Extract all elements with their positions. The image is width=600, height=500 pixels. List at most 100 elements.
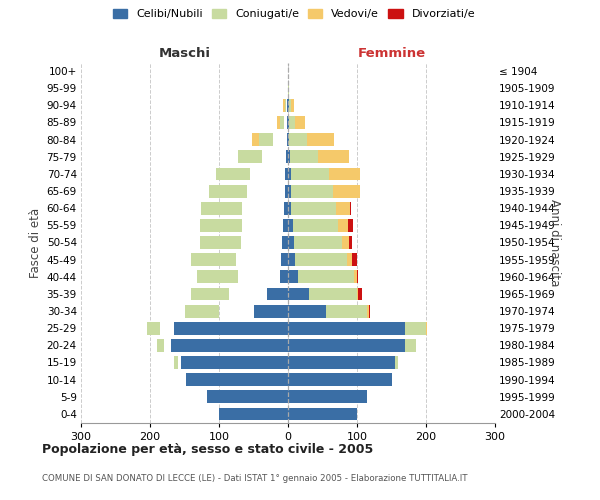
Bar	[326, 304, 367, 318]
Text: Femmine: Femmine	[358, 47, 425, 60]
Text: Maschi: Maschi	[158, 47, 211, 60]
Bar	[229, 253, 233, 266]
Bar	[347, 253, 352, 266]
Bar	[288, 304, 326, 318]
Bar	[219, 408, 288, 420]
Bar	[289, 99, 291, 112]
Bar	[288, 373, 392, 386]
Bar	[209, 184, 247, 198]
Bar	[170, 339, 288, 352]
Y-axis label: Fasce di età: Fasce di età	[29, 208, 43, 278]
Bar	[352, 253, 357, 266]
Bar	[288, 253, 295, 266]
Bar	[146, 322, 160, 334]
Bar	[288, 219, 293, 232]
Bar	[238, 202, 239, 214]
Bar	[307, 133, 334, 146]
Bar	[283, 99, 284, 112]
Bar	[367, 304, 369, 318]
Bar	[248, 150, 255, 163]
Bar	[288, 116, 289, 129]
Bar	[357, 270, 358, 283]
Legend: Celibi/Nubili, Coniugati/e, Vedovi/e, Divorziati/e: Celibi/Nubili, Coniugati/e, Vedovi/e, Di…	[110, 6, 478, 22]
Bar	[288, 408, 357, 420]
Bar	[268, 288, 288, 300]
Bar	[215, 168, 250, 180]
Bar	[292, 202, 337, 214]
Bar	[280, 116, 284, 129]
Bar	[295, 116, 305, 129]
Bar	[358, 288, 362, 300]
Bar	[240, 236, 241, 249]
Bar	[200, 236, 241, 249]
Bar	[329, 168, 361, 180]
Bar	[309, 288, 357, 300]
Bar	[240, 184, 243, 198]
Bar	[191, 288, 229, 300]
Bar	[293, 236, 342, 249]
Bar	[288, 356, 395, 369]
Bar	[288, 99, 289, 112]
Bar	[288, 82, 289, 94]
Bar	[288, 150, 290, 163]
Bar	[288, 339, 406, 352]
Bar	[283, 236, 288, 249]
Bar	[185, 304, 219, 318]
Bar	[233, 219, 237, 232]
Bar	[288, 390, 367, 403]
Bar	[191, 253, 236, 266]
Bar	[277, 116, 280, 129]
Bar	[348, 219, 353, 232]
Bar	[287, 116, 288, 129]
Bar	[197, 270, 238, 283]
Bar	[288, 322, 406, 334]
Bar	[353, 270, 357, 283]
Bar	[239, 219, 241, 232]
Bar	[206, 390, 288, 403]
Bar	[284, 184, 288, 198]
Bar	[287, 133, 288, 146]
Bar	[236, 270, 237, 283]
Bar	[357, 288, 358, 300]
Bar	[286, 150, 288, 163]
Bar	[254, 304, 288, 318]
Y-axis label: Anni di nascita: Anni di nascita	[548, 199, 562, 286]
Bar	[293, 219, 338, 232]
Bar	[333, 184, 361, 198]
Bar	[288, 168, 292, 180]
Bar	[200, 219, 242, 232]
Bar	[259, 133, 273, 146]
Bar	[284, 202, 288, 214]
Bar	[239, 168, 245, 180]
Bar	[233, 236, 237, 249]
Bar	[288, 184, 292, 198]
Bar	[338, 219, 348, 232]
Bar	[406, 322, 426, 334]
Bar	[252, 133, 262, 146]
Bar	[288, 133, 289, 146]
Bar	[284, 99, 286, 112]
Bar	[289, 133, 307, 146]
Bar	[186, 373, 288, 386]
Bar	[238, 150, 262, 163]
Bar	[181, 356, 288, 369]
Bar	[395, 356, 398, 369]
Bar	[350, 202, 352, 214]
Bar	[157, 339, 164, 352]
Bar	[295, 253, 347, 266]
Bar	[281, 253, 288, 266]
Bar	[284, 168, 288, 180]
Bar	[292, 184, 333, 198]
Text: COMUNE DI SAN DONATO DI LECCE (LE) - Dati ISTAT 1° gennaio 2005 - Elaborazione T: COMUNE DI SAN DONATO DI LECCE (LE) - Dat…	[42, 474, 467, 483]
Bar	[283, 219, 288, 232]
Bar	[174, 356, 178, 369]
Bar	[243, 168, 244, 180]
Bar	[288, 236, 293, 249]
Bar	[280, 270, 288, 283]
Bar	[288, 288, 309, 300]
Bar	[292, 168, 329, 180]
Bar	[290, 150, 317, 163]
Text: Popolazione per età, sesso e stato civile - 2005: Popolazione per età, sesso e stato civil…	[42, 442, 373, 456]
Bar	[291, 99, 294, 112]
Bar	[287, 99, 288, 112]
